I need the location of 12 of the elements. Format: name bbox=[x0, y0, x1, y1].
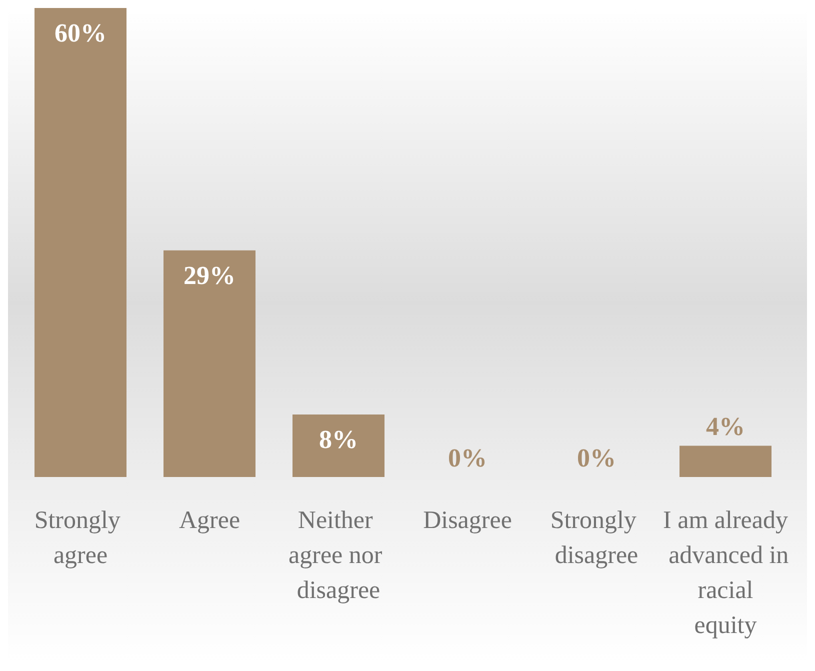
data-label: 8% bbox=[319, 424, 358, 454]
x-tick-label: Neither agree nor disagree bbox=[288, 507, 388, 604]
x-tick-label: Strongly disagree bbox=[550, 507, 643, 569]
x-tick-label: I am already advanced in racial equity bbox=[662, 507, 790, 639]
data-label: 60% bbox=[54, 18, 106, 48]
x-tick-label: Disagree bbox=[423, 507, 512, 534]
data-label: 0% bbox=[577, 444, 616, 472]
data-label: 4% bbox=[706, 412, 745, 442]
data-label: 0% bbox=[448, 444, 487, 472]
data-label: 29% bbox=[184, 260, 236, 290]
x-tick-label: Agree bbox=[178, 507, 240, 534]
x-tick-label: Strongly agree bbox=[34, 507, 127, 569]
